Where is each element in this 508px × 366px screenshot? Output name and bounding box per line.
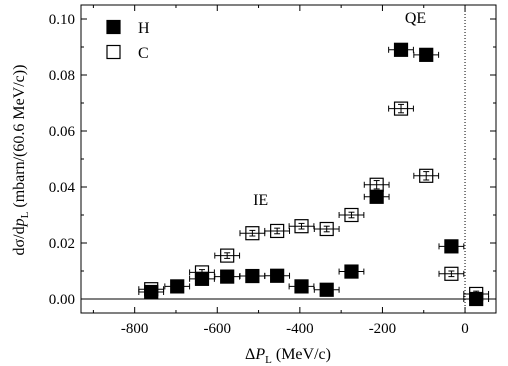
data-point-h [220,269,235,284]
data-point-c [319,221,334,237]
annotation-qe: QE [405,10,426,27]
data-point-c [144,282,159,297]
data-point-c [245,226,260,241]
legend-label-c: C [138,45,149,62]
annotation-ie: IE [253,192,268,209]
data-point-c [444,266,459,281]
x-axis: -800 -600 -400 -200 0 [92,5,469,337]
data-point-c [194,265,210,280]
y-tick-label: 0.04 [49,180,76,196]
x-axis-label: ΔPL (MeV/c) [245,346,331,366]
x-tick-label: -600 [204,321,232,337]
data-point-c [344,207,359,223]
data-point-h [170,279,185,294]
data-point-h [245,268,260,284]
data-point-h [270,268,285,283]
data-point-h [344,264,359,279]
data-point-h [444,239,459,254]
y-tick-label: 0.10 [49,12,75,28]
x-tick-label: -400 [286,321,314,337]
y-tick-label: 0.08 [49,68,75,84]
y-tick-label: 0.02 [49,236,75,252]
data-point-h [393,42,409,57]
data-point-c [294,219,309,234]
data-point-c [369,177,384,192]
x-tick-label: -200 [369,321,397,337]
x-tick-label: -800 [121,321,149,337]
data-point-c [220,248,235,263]
data-point-h [294,279,309,294]
data-point-h [319,282,334,297]
data-point-c [270,223,285,239]
data-point-c [393,101,409,116]
legend: HC [106,19,150,62]
data-marks [138,42,490,307]
y-tick-label: 0.06 [49,124,76,140]
legend-marker-h [106,19,121,35]
legend-label-h: H [138,20,150,37]
legend-marker-c [106,44,121,60]
data-point-c [419,168,434,183]
annotations: QE IE [253,10,426,209]
y-axis-label: dσ/dpL (mbarn/(60.6 MeV/c)) [11,65,31,256]
x-tick-label: 0 [461,321,469,337]
data-point-c [469,286,484,302]
y-axis: 0.00 0.02 0.04 0.06 0.08 0.10 [49,12,496,308]
data-point-h [419,47,434,62]
y-tick-label: 0.00 [49,292,75,308]
data-point-h [369,189,384,204]
